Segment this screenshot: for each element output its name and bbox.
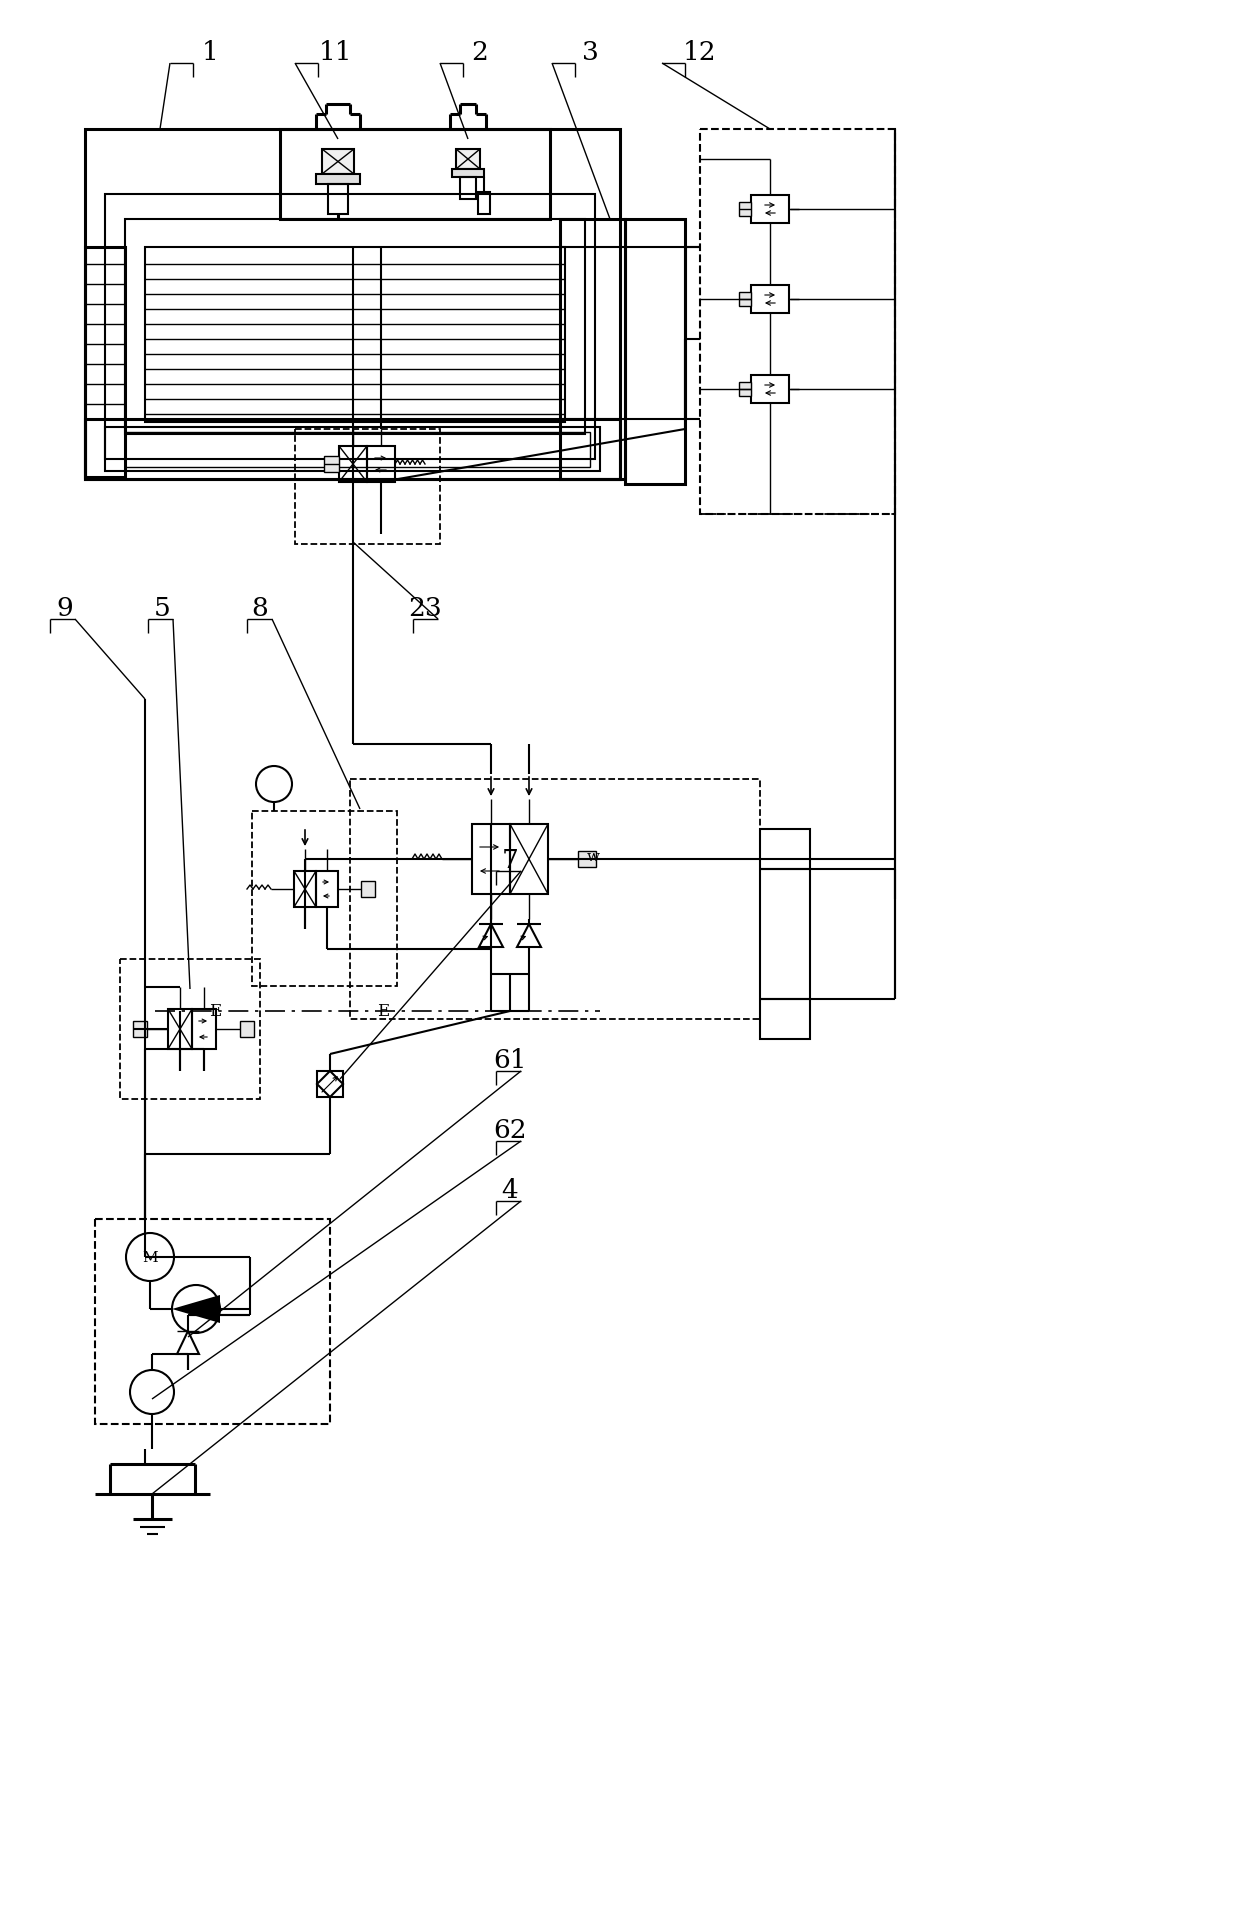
Bar — [701, 130, 895, 515]
Bar — [751, 375, 789, 404]
Bar — [280, 130, 551, 220]
Bar — [105, 195, 595, 459]
Bar — [477, 193, 490, 214]
Bar — [739, 383, 751, 396]
Bar — [453, 170, 484, 178]
Bar — [125, 433, 590, 467]
Text: 4: 4 — [502, 1177, 518, 1202]
Bar — [322, 149, 353, 174]
Bar — [760, 829, 810, 1039]
Bar — [167, 1009, 192, 1049]
Text: 12: 12 — [683, 40, 717, 65]
Bar — [86, 249, 125, 478]
Bar — [316, 174, 360, 186]
Bar — [86, 130, 620, 480]
Bar — [560, 220, 625, 480]
Bar — [739, 203, 751, 216]
Text: E: E — [377, 1003, 389, 1020]
Bar — [751, 195, 789, 224]
Bar — [329, 186, 348, 214]
Bar — [294, 871, 316, 907]
Text: 8: 8 — [252, 595, 268, 620]
Bar — [105, 427, 600, 471]
Bar — [192, 1009, 216, 1049]
Text: 3: 3 — [582, 40, 599, 65]
Bar — [95, 1219, 330, 1424]
Text: w: w — [587, 850, 599, 863]
Text: 23: 23 — [408, 595, 441, 620]
Bar — [472, 825, 510, 894]
Text: M: M — [143, 1250, 157, 1265]
Bar — [751, 285, 789, 314]
Bar — [86, 419, 620, 480]
Bar — [316, 871, 339, 907]
Bar — [252, 812, 397, 986]
Bar — [133, 1022, 148, 1037]
Text: 9: 9 — [57, 595, 73, 620]
Bar — [625, 220, 684, 484]
Bar — [145, 249, 565, 423]
Bar — [120, 959, 260, 1099]
Text: 62: 62 — [494, 1118, 527, 1143]
Bar — [510, 825, 548, 894]
Bar — [361, 882, 374, 898]
Text: 1: 1 — [202, 40, 218, 65]
Bar — [578, 852, 596, 867]
Text: 5: 5 — [154, 595, 170, 620]
Text: 11: 11 — [319, 40, 352, 65]
Bar — [456, 149, 480, 170]
Bar — [460, 178, 476, 199]
Bar — [739, 293, 751, 306]
Text: 7: 7 — [501, 848, 518, 873]
Bar — [317, 1072, 343, 1097]
Polygon shape — [172, 1296, 219, 1323]
Text: 61: 61 — [494, 1047, 527, 1072]
Bar — [350, 779, 760, 1020]
Text: 2: 2 — [471, 40, 489, 65]
Bar — [324, 457, 339, 473]
Bar — [295, 431, 440, 545]
Bar — [367, 446, 396, 482]
Text: E: E — [208, 1003, 221, 1020]
Bar — [241, 1022, 254, 1037]
Bar — [125, 220, 585, 434]
Bar — [339, 446, 367, 482]
